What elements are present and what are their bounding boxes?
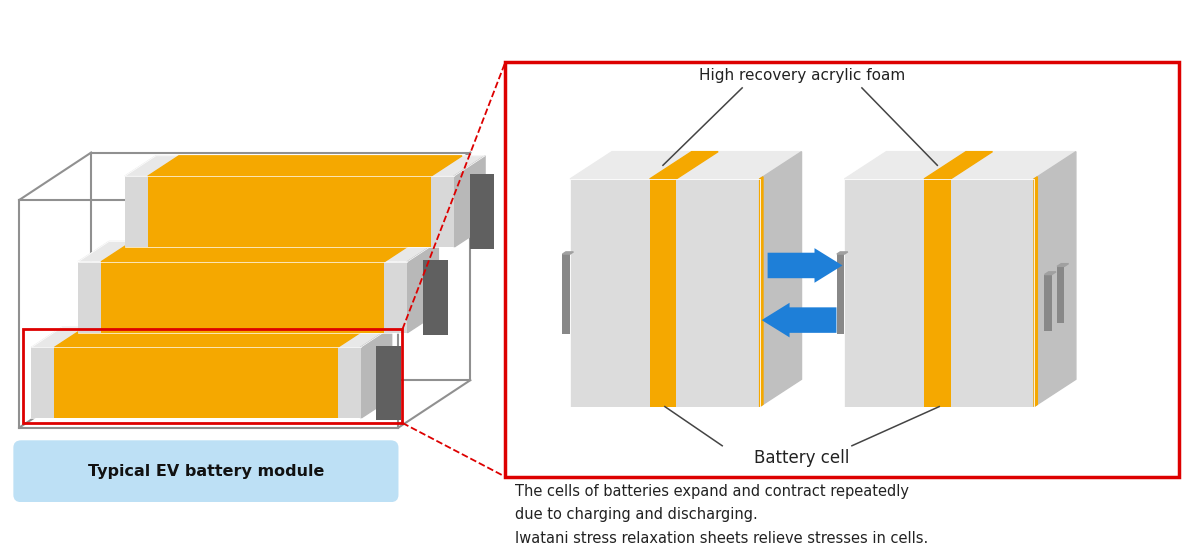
FancyArrow shape — [768, 248, 842, 283]
Text: High recovery acrylic foam: High recovery acrylic foam — [698, 68, 905, 84]
Polygon shape — [563, 252, 574, 254]
Polygon shape — [836, 252, 847, 254]
Polygon shape — [1034, 177, 1037, 406]
Text: Typical EV battery module: Typical EV battery module — [88, 464, 324, 478]
Bar — [337, 348, 360, 419]
Bar — [950, 179, 1034, 406]
Polygon shape — [31, 327, 391, 348]
Bar — [101, 262, 384, 333]
Bar — [1044, 274, 1052, 332]
Bar — [31, 348, 54, 419]
Polygon shape — [1034, 152, 1076, 406]
Polygon shape — [570, 152, 802, 179]
Polygon shape — [454, 156, 485, 248]
Bar — [563, 254, 570, 334]
Bar — [23, 329, 402, 423]
Polygon shape — [78, 241, 438, 262]
Polygon shape — [924, 152, 992, 179]
Polygon shape — [649, 152, 718, 179]
Polygon shape — [407, 241, 438, 333]
Bar — [125, 176, 148, 248]
Bar — [384, 262, 407, 333]
Bar — [677, 179, 760, 406]
Bar — [505, 62, 1178, 477]
Bar — [570, 179, 649, 406]
Polygon shape — [54, 327, 368, 348]
Bar — [148, 176, 431, 248]
Bar — [422, 260, 448, 334]
Polygon shape — [360, 327, 391, 419]
Bar — [845, 179, 924, 406]
Polygon shape — [125, 156, 485, 176]
Polygon shape — [760, 152, 802, 406]
Bar — [924, 179, 950, 406]
Bar — [376, 345, 401, 420]
Polygon shape — [101, 241, 415, 262]
Bar — [836, 254, 845, 334]
Polygon shape — [760, 177, 763, 406]
Polygon shape — [845, 152, 1076, 179]
Bar — [78, 262, 101, 333]
Bar — [431, 176, 454, 248]
Bar — [469, 174, 494, 249]
Polygon shape — [1044, 272, 1056, 274]
Polygon shape — [148, 156, 462, 176]
FancyBboxPatch shape — [13, 441, 398, 502]
Bar — [54, 348, 337, 419]
Bar — [1057, 266, 1064, 323]
FancyArrow shape — [762, 303, 836, 337]
Polygon shape — [1057, 263, 1068, 266]
Text: The cells of batteries expand and contract repeatedly
due to charging and discha: The cells of batteries expand and contra… — [515, 484, 929, 546]
Text: Battery cell: Battery cell — [755, 449, 850, 468]
Bar — [649, 179, 677, 406]
